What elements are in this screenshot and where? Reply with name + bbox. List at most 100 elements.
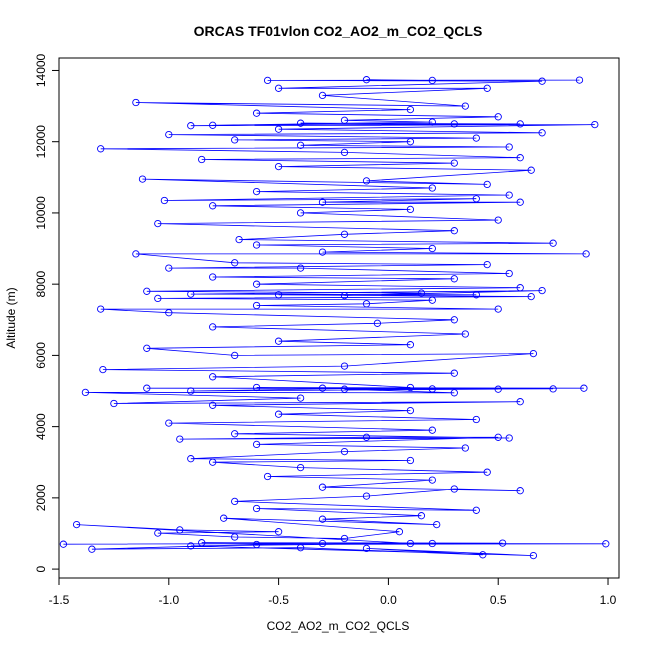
- data-point: [231, 533, 239, 541]
- data-point: [516, 154, 524, 162]
- data-point: [494, 385, 502, 393]
- data-point: [538, 77, 546, 85]
- data-point: [538, 286, 546, 295]
- data-point: [252, 301, 261, 310]
- data-point: [187, 290, 195, 298]
- y-tick-label: 4000: [34, 413, 48, 440]
- data-point: [132, 250, 140, 258]
- data-point: [461, 444, 469, 452]
- data-point: [428, 476, 436, 484]
- data-point: [187, 122, 195, 130]
- data-point: [516, 284, 524, 292]
- data-point: [417, 512, 426, 520]
- data-point: [450, 369, 458, 377]
- data-point: [538, 129, 546, 137]
- y-tick-label: 2000: [34, 484, 48, 511]
- data-point: [318, 248, 327, 256]
- data-point: [494, 216, 502, 224]
- data-point: [296, 264, 305, 272]
- data-point: [494, 305, 502, 313]
- y-tick-label: 0: [34, 565, 48, 572]
- y-tick-label: 10000: [34, 196, 48, 230]
- data-point: [516, 120, 524, 128]
- y-tick-label: 14000: [34, 53, 48, 87]
- data-point: [274, 291, 283, 299]
- data-point: [406, 456, 415, 465]
- data-point: [252, 440, 261, 449]
- data-point: [516, 487, 524, 495]
- data-point: [318, 384, 327, 392]
- data-point: [362, 76, 371, 84]
- data-point: [472, 195, 480, 203]
- y-axis-label: Altitude (m): [4, 287, 18, 348]
- data-point: [97, 145, 105, 153]
- data-point: [209, 121, 217, 129]
- data-point: [340, 116, 349, 124]
- data-point: [472, 134, 480, 142]
- data-point: [406, 406, 415, 415]
- data-point: [450, 227, 458, 235]
- data-point: [176, 435, 184, 443]
- data-point: [220, 514, 228, 522]
- data-point: [505, 191, 513, 199]
- data-point: [450, 120, 458, 128]
- data-point: [165, 309, 173, 317]
- data-point: [505, 269, 513, 278]
- data-point: [340, 534, 349, 543]
- data-point: [340, 447, 349, 456]
- data-point: [362, 544, 371, 553]
- data-point: [154, 219, 162, 228]
- data-point: [516, 398, 524, 406]
- y-axis: 0 2000 4000 6000 8000 10000 12000 14000: [34, 53, 59, 572]
- data-point: [406, 383, 415, 392]
- data-point: [296, 394, 305, 402]
- data-point: [176, 526, 184, 534]
- data-point: [132, 98, 140, 107]
- data-point: [198, 539, 206, 547]
- data-point: [406, 105, 415, 114]
- data-point: [110, 399, 118, 408]
- data-point: [494, 113, 502, 121]
- data-point: [263, 472, 272, 481]
- data-point: [450, 275, 458, 283]
- data-point: [318, 91, 327, 100]
- data-point: [529, 551, 538, 560]
- data-point: [209, 273, 217, 281]
- data-point: [428, 118, 436, 126]
- data-point: [406, 539, 415, 548]
- data-point: [340, 291, 349, 300]
- data-point: [165, 419, 173, 427]
- data-point: [274, 337, 283, 345]
- data-point: [165, 130, 173, 139]
- data-point: [479, 551, 487, 559]
- y-tick-label: 12000: [34, 125, 48, 159]
- data-point: [498, 539, 507, 547]
- x-tick-label: -1.5: [49, 593, 70, 607]
- data-point: [340, 148, 349, 157]
- data-point: [296, 141, 305, 149]
- data-point: [417, 289, 426, 297]
- data-point: [252, 280, 261, 288]
- data-point: [72, 520, 81, 529]
- data-point: [602, 540, 610, 548]
- data-point: [318, 515, 327, 523]
- data-point: [318, 483, 327, 491]
- data-point: [209, 202, 217, 210]
- data-point: [138, 175, 147, 183]
- data-point: [274, 125, 283, 133]
- data-point: [274, 410, 283, 418]
- data-point: [252, 383, 261, 392]
- data-point: [406, 138, 415, 146]
- data-point: [340, 385, 349, 393]
- data-point: [494, 433, 502, 441]
- data-point: [231, 259, 239, 267]
- data-point: [428, 184, 436, 192]
- data-point: [549, 385, 557, 393]
- data-point: [88, 545, 96, 553]
- x-tick-label: 0.0: [380, 593, 397, 607]
- y-tick-label: 8000: [34, 270, 48, 297]
- data-point: [209, 401, 217, 409]
- data-point: [340, 230, 349, 238]
- data-point: [143, 384, 151, 392]
- data-point: [274, 84, 283, 92]
